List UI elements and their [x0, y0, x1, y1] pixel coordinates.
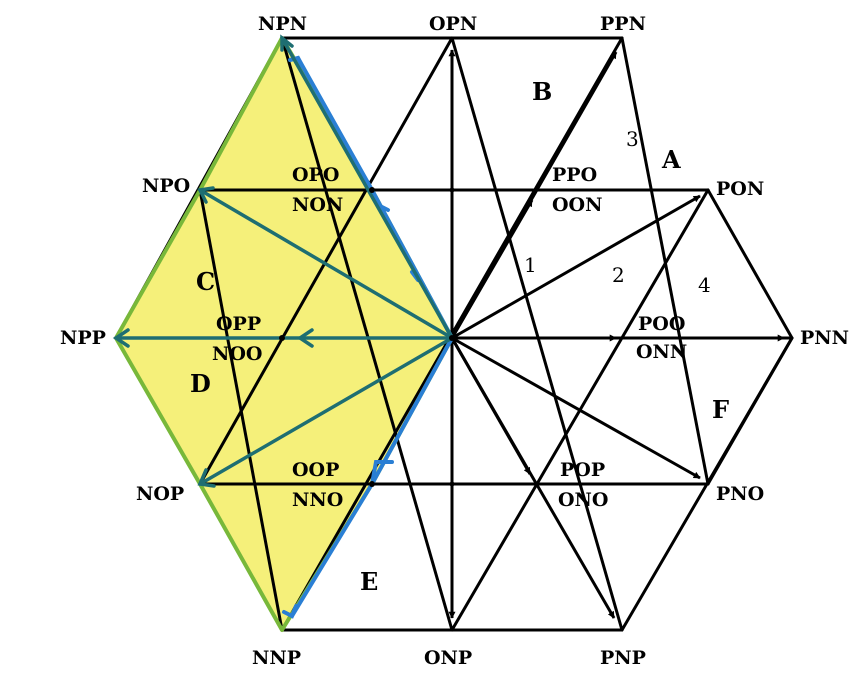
label-onn: ONN [636, 341, 687, 363]
sector-e: E [360, 567, 378, 596]
region-numbers: 1 2 3 4 [524, 127, 711, 297]
region-4: 4 [698, 273, 711, 297]
region-1: 1 [524, 253, 537, 277]
label-opp: OPP [216, 313, 261, 335]
sector-c: C [196, 267, 215, 296]
label-pop: POP [560, 459, 605, 481]
label-npo: NPO [142, 175, 190, 197]
label-opn: OPN [429, 13, 477, 35]
label-pno: PNO [716, 483, 764, 505]
label-ono: ONO [558, 489, 608, 511]
region-3: 3 [626, 127, 639, 151]
region-2: 2 [612, 263, 625, 287]
sector-d: D [190, 369, 211, 398]
node-dots [279, 187, 455, 487]
label-non: NON [292, 194, 343, 216]
sector-f: F [712, 395, 729, 424]
label-pon: PON [716, 178, 764, 200]
label-ppn: PPN [600, 13, 646, 35]
label-oop: OOP [292, 459, 339, 481]
sector-b: B [532, 77, 552, 106]
label-pnn: PNN [800, 327, 849, 349]
label-pnp: PNP [600, 647, 646, 669]
black-vectors [448, 49, 785, 619]
label-poo: POO [638, 313, 685, 335]
label-opo: OPO [292, 164, 339, 186]
label-npp: NPP [60, 327, 106, 349]
sector-labels: A B C D E F [190, 77, 729, 596]
sector-a: A [661, 145, 681, 174]
label-npn: NPN [258, 13, 307, 35]
label-nno: NNO [292, 489, 343, 511]
label-noo: NOO [212, 343, 262, 365]
label-nop: NOP [136, 483, 184, 505]
label-oon: OON [552, 194, 602, 216]
label-onp: ONP [424, 647, 472, 669]
vertex-labels: NPN OPN PPN NPO OPO NON PPO OON PON NPP … [60, 13, 849, 669]
label-ppo: PPO [552, 164, 597, 186]
label-nnp: NNP [252, 647, 301, 669]
